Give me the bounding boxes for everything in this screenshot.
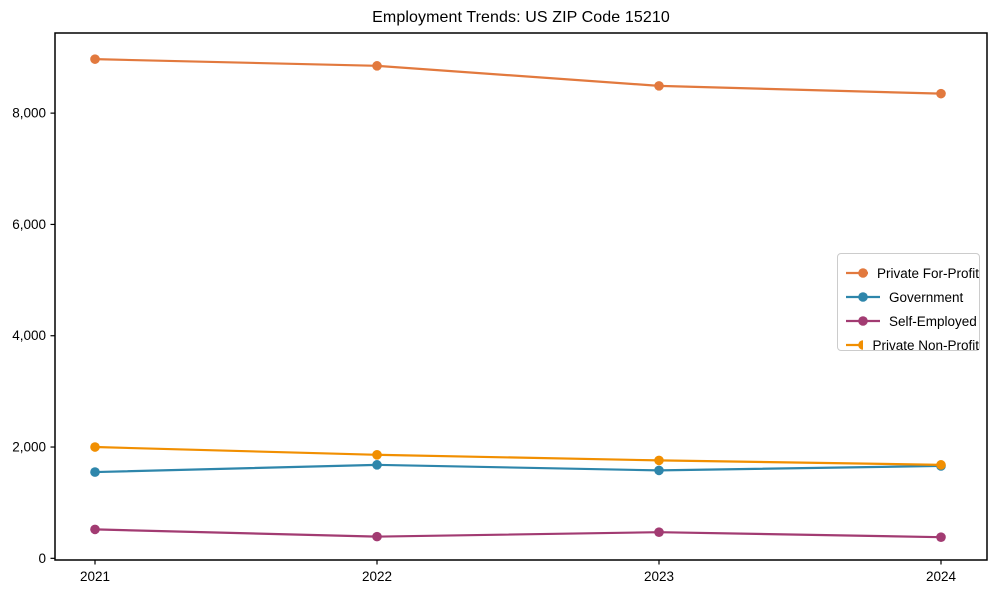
y-tick-label: 0 bbox=[38, 551, 46, 566]
axes-box bbox=[54, 32, 988, 561]
data-point bbox=[654, 81, 664, 91]
data-point bbox=[90, 467, 100, 477]
series-line-private-for-profit bbox=[93, 58, 943, 95]
x-tick-label: 2022 bbox=[362, 569, 392, 584]
data-point bbox=[372, 531, 382, 542]
legend-item: Private For-Profit bbox=[846, 261, 979, 285]
data-point bbox=[654, 455, 664, 466]
x-tick-label: 2021 bbox=[80, 569, 110, 584]
legend-label: Self-Employed bbox=[889, 313, 977, 329]
chart-title: Employment Trends: US ZIP Code 15210 bbox=[372, 9, 670, 26]
data-point bbox=[936, 460, 946, 470]
legend-item: Private Non-Profit bbox=[846, 333, 979, 357]
series-line-private-non-profit bbox=[93, 445, 943, 466]
x-tick-label: 2023 bbox=[644, 569, 674, 584]
legend-label: Private For-Profit bbox=[876, 265, 979, 281]
legend-line-marker-icon bbox=[846, 268, 868, 278]
x-tick-label: 2024 bbox=[926, 569, 957, 584]
data-point bbox=[90, 524, 100, 535]
data-point bbox=[936, 88, 946, 99]
legend-line-marker-icon bbox=[846, 340, 864, 350]
legend-line-marker-icon bbox=[846, 316, 880, 326]
data-point bbox=[936, 532, 946, 542]
legend-label: Private Non-Profit bbox=[872, 337, 979, 353]
data-point bbox=[654, 465, 664, 476]
data-point bbox=[654, 527, 664, 537]
data-point bbox=[372, 460, 382, 470]
y-tick-label: 2,000 bbox=[12, 440, 46, 455]
data-point bbox=[90, 442, 100, 452]
y-tick-label: 8,000 bbox=[12, 106, 46, 121]
y-tick-label: 6,000 bbox=[12, 217, 46, 232]
legend-item: Self-Employed bbox=[846, 309, 979, 333]
y-tick-label: 4,000 bbox=[12, 328, 46, 343]
data-point bbox=[372, 450, 382, 460]
legend-label: Government bbox=[889, 289, 964, 305]
series-line-government bbox=[93, 463, 943, 474]
legend-item: Government bbox=[846, 285, 979, 309]
data-point bbox=[372, 61, 382, 71]
series-line-self-employed bbox=[93, 528, 943, 539]
legend-line-marker-icon bbox=[846, 292, 880, 302]
legend: Private For-Profit Government Self-Employe… bbox=[837, 253, 980, 353]
data-point bbox=[90, 54, 100, 64]
